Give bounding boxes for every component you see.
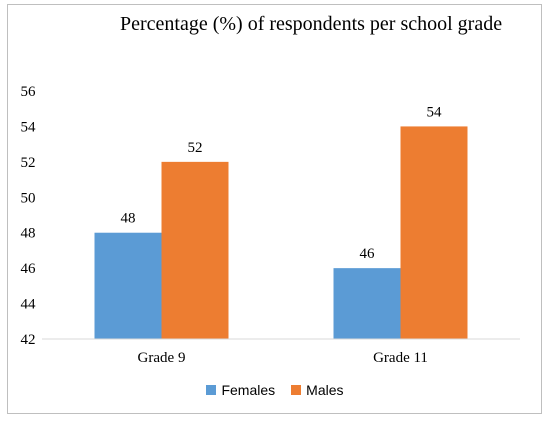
legend-item-males: Males: [291, 382, 344, 398]
chart-title: Percentage (%) of respondents per school…: [120, 13, 503, 35]
legend: Females Males: [0, 382, 550, 398]
bar: [400, 126, 468, 339]
y-tick-label: 50: [21, 190, 36, 206]
data-label: 54: [427, 104, 443, 120]
y-tick-label: 56: [21, 84, 37, 100]
x-tick-label: Grade 11: [373, 350, 428, 366]
y-tick-label: 44: [21, 297, 37, 313]
x-tick-label: Grade 9: [138, 350, 186, 366]
legend-swatch-males: [291, 385, 302, 395]
data-label: 48: [121, 211, 136, 227]
bar: [333, 268, 401, 339]
y-tick-label: 52: [21, 155, 36, 171]
bar: [161, 161, 229, 339]
data-label: 46: [360, 246, 376, 262]
legend-label-females: Females: [221, 382, 276, 398]
y-tick-label: 54: [21, 119, 37, 135]
y-tick-label: 48: [21, 226, 36, 242]
legend-label-males: Males: [306, 382, 344, 398]
y-tick-label: 42: [21, 332, 36, 348]
y-tick-label: 46: [21, 261, 37, 277]
legend-swatch-females: [206, 385, 217, 395]
data-label: 52: [188, 140, 203, 156]
bar: [94, 232, 162, 339]
legend-item-females: Females: [206, 382, 275, 398]
